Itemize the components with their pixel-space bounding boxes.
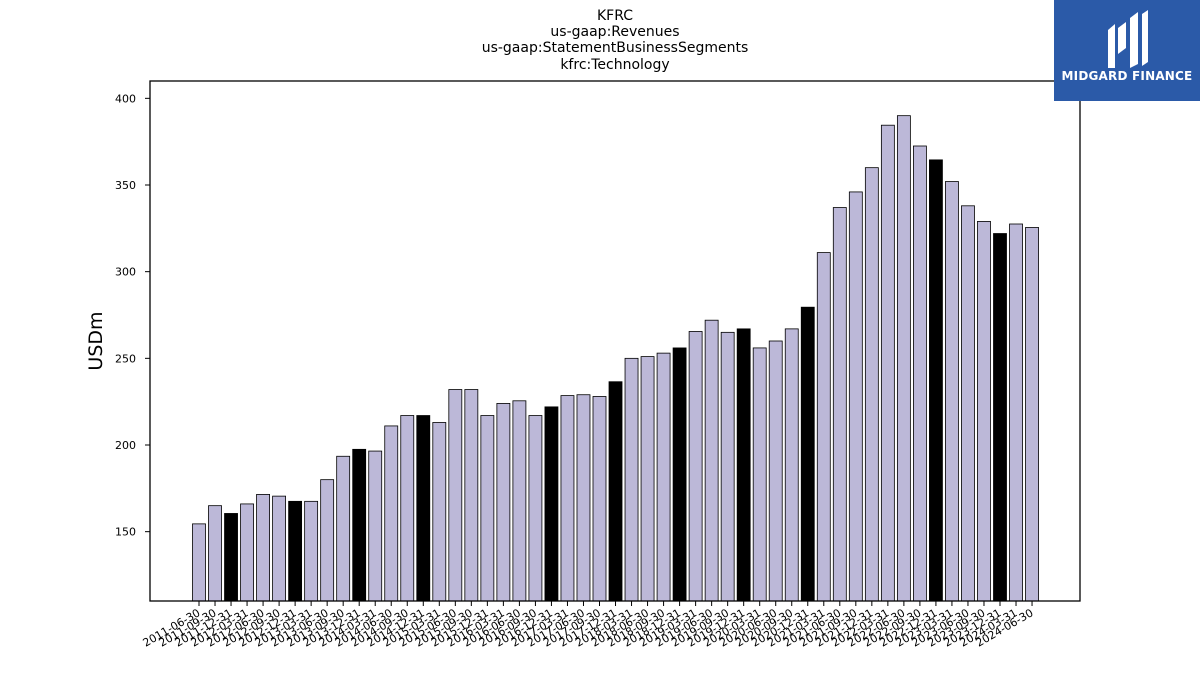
bar-2014-09-30 [400, 415, 415, 602]
bar-2013-09-30 [336, 455, 351, 602]
bar-2019-12-31 [736, 328, 751, 602]
logo-icon [1108, 10, 1148, 68]
bar-2018-12-31 [672, 347, 687, 602]
bar-2020-09-30 [784, 328, 799, 602]
y-tick-label: 250 [115, 352, 136, 365]
bar-2024-03-31 [1009, 223, 1023, 602]
bar-2016-03-31 [496, 402, 511, 602]
bar-2022-03-31 [880, 124, 895, 602]
bar-2022-06-30 [896, 115, 911, 602]
bar-2017-03-31 [560, 395, 575, 602]
bar-2016-12-31 [544, 406, 559, 602]
title-line-3: us-gaap:StatementBusinessSegments [481, 40, 749, 56]
y-axis: 150 200 250 300 350 400 [115, 92, 150, 539]
bar-2022-09-30 [913, 145, 927, 602]
bar-2015-03-31 [432, 422, 447, 602]
bar-2021-06-30 [832, 207, 847, 602]
y-tick-label: 150 [115, 526, 136, 539]
bar-2023-12-31 [993, 233, 1007, 602]
bar-2018-09-30 [656, 352, 671, 602]
bar-2011-06-30 [192, 523, 206, 602]
bar-2023-09-30 [977, 220, 991, 602]
bar-2016-09-30 [528, 415, 543, 602]
bar-2020-03-31 [752, 347, 767, 602]
y-tick-label: 350 [115, 179, 136, 192]
y-tick-label: 400 [115, 92, 136, 105]
bar-2018-03-31 [624, 357, 639, 602]
bar-2013-06-30 [320, 479, 335, 602]
bar-2020-06-30 [768, 340, 783, 602]
bar-2011-09-30 [208, 505, 222, 602]
bar-2012-09-30 [272, 495, 287, 602]
bar-2019-06-30 [704, 319, 719, 602]
title-line-4: kfrc:Technology [560, 57, 670, 73]
bar-2019-03-31 [688, 331, 703, 602]
bar-2016-06-30 [512, 400, 527, 602]
plot-frame [149, 80, 1081, 602]
bar-2023-03-31 [945, 181, 959, 602]
bar-2020-12-31 [800, 306, 815, 602]
y-tick-label: 200 [115, 439, 136, 452]
bar-2015-12-31 [480, 415, 495, 602]
bar-2019-09-30 [720, 331, 735, 602]
midgard-finance-logo: MIDGARD FINANCE [1054, 0, 1200, 101]
bar-2013-12-31 [352, 448, 367, 602]
bar-2023-06-30 [961, 205, 975, 602]
title-line-1: KFRC [596, 8, 634, 24]
bar-2021-09-30 [848, 191, 863, 602]
bar-2011-12-31 [224, 513, 238, 602]
bar-2024-06-30 [1025, 227, 1039, 602]
bar-2014-06-30 [384, 425, 399, 602]
bars-group [192, 115, 1039, 602]
logo-text: MIDGARD FINANCE [1061, 69, 1193, 83]
bar-2014-12-31 [416, 415, 431, 602]
bar-2017-09-30 [592, 396, 607, 602]
bar-2012-12-31 [288, 500, 303, 602]
bar-2012-03-31 [240, 503, 254, 602]
bar-2015-06-30 [448, 389, 463, 602]
bar-2017-06-30 [576, 394, 591, 602]
bar-2022-12-31 [929, 159, 943, 602]
bar-2021-12-31 [864, 167, 879, 602]
y-axis-label: USDm [85, 311, 107, 370]
bar-2014-03-31 [368, 450, 383, 602]
bar-2015-09-30 [464, 389, 479, 602]
bar-2013-03-31 [304, 500, 319, 602]
bar-2018-06-30 [640, 356, 655, 602]
title-line-2: us-gaap:Revenues [550, 24, 680, 40]
bar-2012-06-30 [256, 493, 270, 602]
x-axis: 2011-06-302011-09-302011-12-312012-03-31… [141, 601, 1036, 650]
bar-2021-03-31 [816, 252, 831, 602]
y-tick-label: 300 [115, 266, 136, 279]
bar-2017-12-31 [608, 381, 623, 602]
